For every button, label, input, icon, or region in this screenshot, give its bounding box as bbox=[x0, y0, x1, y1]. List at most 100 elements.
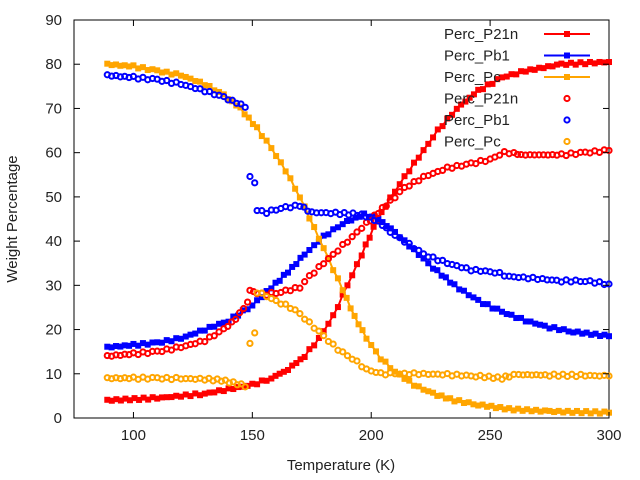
plot-frame bbox=[73, 19, 610, 419]
legend-label: Perc_Pc bbox=[444, 69, 501, 86]
data-point bbox=[241, 103, 249, 111]
data-point bbox=[556, 327, 563, 334]
data-point bbox=[173, 392, 180, 399]
data-point bbox=[117, 62, 124, 69]
data-point bbox=[420, 255, 427, 262]
data-point bbox=[353, 261, 360, 268]
data-point bbox=[311, 224, 318, 231]
data-point bbox=[560, 409, 567, 416]
data-point bbox=[343, 238, 352, 246]
data-point bbox=[130, 62, 137, 69]
data-point bbox=[315, 334, 322, 341]
data-point bbox=[187, 331, 194, 338]
data-point bbox=[492, 405, 499, 412]
data-point bbox=[297, 254, 304, 261]
legend-marker-swatch bbox=[563, 94, 571, 103]
data-point bbox=[292, 185, 299, 192]
y-tick-label: 30 bbox=[45, 277, 62, 294]
data-point bbox=[537, 321, 544, 328]
data-point bbox=[108, 62, 115, 69]
data-point bbox=[339, 291, 346, 298]
data-point bbox=[139, 64, 146, 71]
data-point bbox=[211, 389, 218, 396]
data-point bbox=[296, 194, 303, 201]
data-point bbox=[201, 327, 208, 334]
data-point bbox=[382, 358, 389, 365]
data-point bbox=[499, 74, 505, 81]
data-point bbox=[108, 397, 115, 404]
data-point bbox=[182, 391, 189, 398]
data-point bbox=[582, 61, 589, 68]
data-point bbox=[254, 381, 261, 388]
data-point bbox=[163, 394, 170, 401]
data-point bbox=[258, 294, 265, 301]
data-point bbox=[462, 98, 469, 105]
data-point bbox=[187, 75, 194, 82]
data-point bbox=[339, 348, 347, 356]
data-point bbox=[396, 234, 404, 242]
legend-label: Perc_Pc bbox=[444, 134, 501, 151]
data-point bbox=[268, 285, 275, 292]
data-point bbox=[519, 407, 526, 414]
data-point bbox=[484, 403, 491, 410]
data-point bbox=[339, 287, 346, 294]
data-point bbox=[296, 202, 304, 210]
data-point bbox=[310, 269, 318, 277]
y-tick-label: 90 bbox=[45, 12, 62, 29]
data-point bbox=[300, 203, 308, 211]
data-point bbox=[149, 339, 156, 346]
data-point bbox=[415, 383, 422, 390]
data-point bbox=[591, 60, 598, 67]
data-point bbox=[501, 406, 508, 413]
data-point bbox=[362, 241, 369, 248]
data-point bbox=[415, 177, 423, 185]
data-point bbox=[374, 217, 382, 225]
data-point bbox=[466, 94, 473, 101]
data-point bbox=[372, 348, 379, 355]
data-point bbox=[282, 168, 289, 175]
data-point bbox=[280, 271, 287, 278]
data-point bbox=[475, 86, 482, 93]
data-point bbox=[415, 246, 423, 254]
data-point bbox=[475, 402, 482, 409]
data-point bbox=[320, 328, 327, 335]
data-point bbox=[329, 250, 337, 258]
data-point bbox=[220, 319, 227, 326]
data-point bbox=[121, 62, 128, 69]
data-point bbox=[597, 333, 604, 340]
x-tick-label: 100 bbox=[121, 427, 146, 444]
data-layer bbox=[103, 58, 613, 417]
legend: Perc_P21n Perc_Pb1 Perc_Pc Perc_P21n Perc_Pb… bbox=[444, 26, 590, 151]
data-point bbox=[366, 213, 374, 221]
data-point bbox=[545, 63, 552, 70]
data-point bbox=[301, 353, 308, 360]
data-point bbox=[513, 150, 522, 159]
data-point bbox=[117, 397, 124, 404]
data-point bbox=[224, 96, 231, 103]
data-point bbox=[430, 265, 437, 272]
data-point bbox=[163, 337, 170, 344]
data-point bbox=[411, 159, 418, 166]
data-point bbox=[122, 395, 129, 402]
data-point bbox=[513, 71, 520, 78]
data-point bbox=[564, 407, 571, 414]
data-point bbox=[601, 408, 608, 415]
data-point bbox=[187, 393, 194, 400]
data-point bbox=[567, 59, 574, 66]
data-point bbox=[297, 356, 304, 363]
data-point bbox=[268, 375, 275, 382]
data-point bbox=[168, 338, 175, 345]
data-point bbox=[334, 275, 341, 282]
data-point bbox=[579, 330, 586, 337]
data-point bbox=[263, 377, 270, 384]
y-tick-label: 70 bbox=[45, 100, 62, 117]
data-point bbox=[396, 181, 403, 188]
data-point bbox=[225, 385, 232, 392]
data-point bbox=[465, 292, 472, 299]
data-point bbox=[330, 312, 337, 319]
data-point bbox=[163, 76, 171, 85]
data-point bbox=[258, 377, 265, 384]
data-point bbox=[196, 85, 204, 93]
data-point bbox=[249, 121, 256, 128]
